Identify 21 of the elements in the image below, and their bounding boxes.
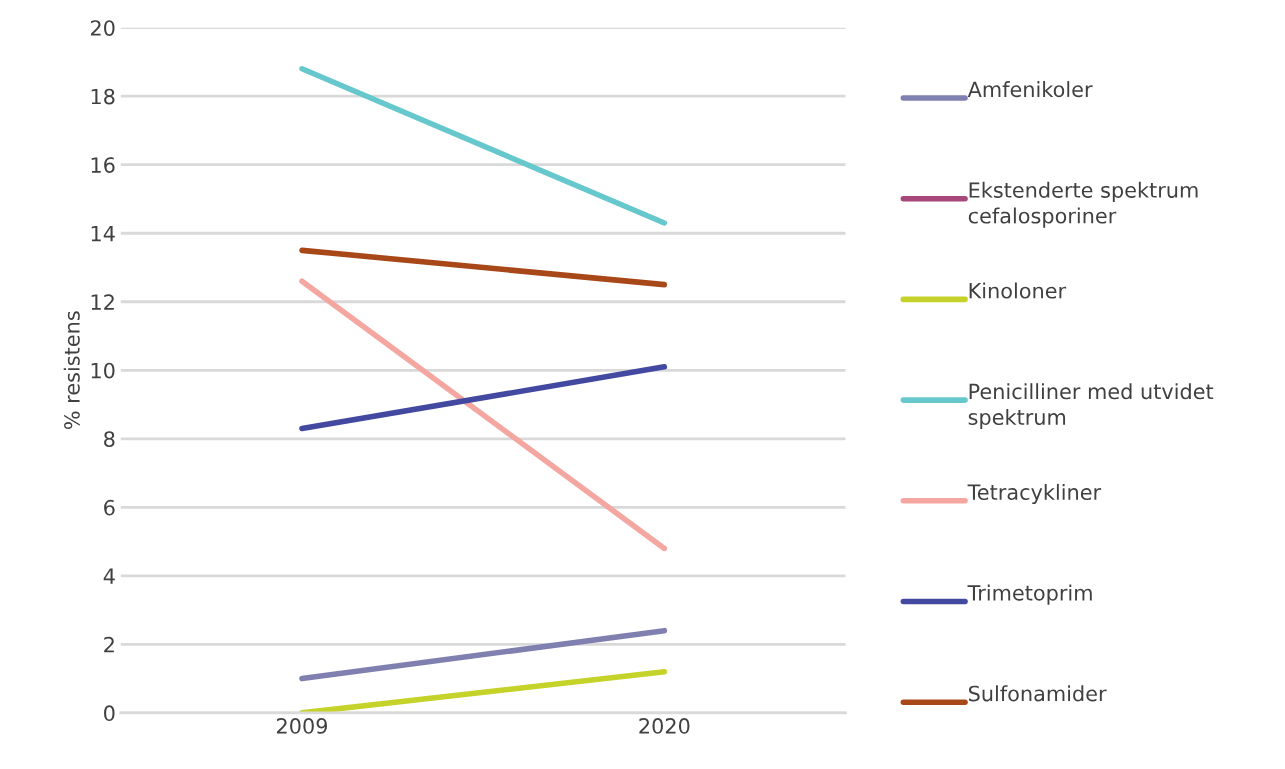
legend-label: Tetracykliner [967, 483, 1102, 505]
legend-label: Kinoloner [969, 282, 1067, 299]
legend-label: Penicilliner med utvidet spektrum [968, 383, 1214, 430]
legend-label: Ekstenderte spektrum cefalosporiner [968, 181, 1198, 228]
y-tick-label: 0 [104, 705, 115, 722]
y-tick-label: 10 [91, 362, 115, 379]
y-tick-label: 6 [104, 499, 115, 516]
y-tick-label: 20 [90, 20, 115, 36]
y-tick-label: 8 [104, 431, 115, 447]
y-tick-label: 4 [103, 568, 115, 584]
x-tick-label: 2009 [276, 718, 328, 734]
y-tick-label: 16 [91, 157, 115, 173]
y-axis-title: % resistens [63, 311, 80, 430]
legend-label: Trimetoprim [967, 584, 1092, 605]
y-tick-label: 14 [91, 225, 115, 242]
y-tick-label: 18 [91, 88, 115, 105]
legend-label: Amfenikoler [967, 81, 1093, 98]
y-tick-label: 2 [104, 636, 114, 653]
y-tick-label: 12 [91, 294, 114, 310]
legend-label: Sulfonamider [968, 685, 1107, 702]
x-tick-label: 2020 [639, 718, 690, 734]
